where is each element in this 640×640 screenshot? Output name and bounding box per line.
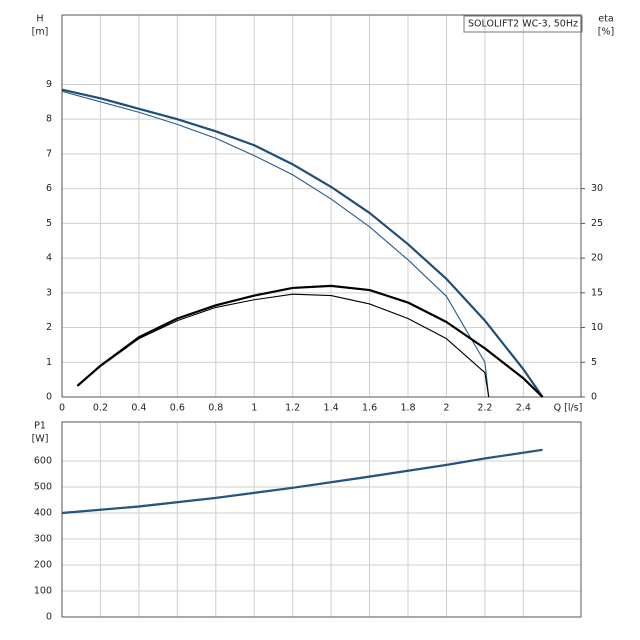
x-tick-label: 1.4	[324, 403, 339, 414]
y2-tick-label: 20	[591, 253, 603, 264]
y-tick-label: 5	[46, 218, 52, 229]
y2-tick-label: 5	[591, 357, 597, 368]
y2-tick-label: 0	[591, 392, 597, 403]
y-tick-label: 3	[46, 287, 52, 298]
y2-tick-label: 30	[591, 183, 603, 194]
y-tick-label: 7	[46, 148, 52, 159]
y-tick-label: 4	[46, 253, 52, 264]
y-tick-label: 9	[46, 79, 52, 90]
x-tick-label: 0.2	[93, 403, 108, 414]
x-axis-label: Q [l/s]	[554, 403, 583, 414]
y2-tick-label: 10	[591, 322, 603, 333]
y-tick-label: 0	[46, 612, 52, 623]
y-tick-label: 1	[46, 357, 52, 368]
plot-frame	[61, 14, 582, 398]
x-tick-label: 2.4	[516, 403, 531, 414]
y-tick-label: 500	[34, 482, 52, 493]
y-axis-label: P1	[34, 421, 46, 432]
curve	[61, 448, 543, 515]
y-axis-label: H	[36, 14, 43, 25]
x-tick-label: 0.4	[131, 403, 146, 414]
x-tick-label: 1	[251, 403, 257, 414]
y2-axis-label: eta	[598, 14, 613, 25]
y-tick-label: 600	[34, 456, 52, 467]
x-tick-label: 0	[59, 403, 65, 414]
x-tick-label: 0.8	[208, 403, 223, 414]
x-tick-label: 0.6	[170, 403, 185, 414]
y-tick-label: 400	[34, 508, 52, 519]
y-tick-label: 100	[34, 586, 52, 597]
y-tick-label: 0	[46, 392, 52, 403]
curve	[77, 293, 490, 398]
y-tick-label: 200	[34, 560, 52, 571]
y2-tick-label: 15	[591, 287, 603, 298]
title-box	[463, 15, 583, 33]
curve	[61, 449, 543, 514]
x-tick-label: 1.2	[285, 403, 300, 414]
curve	[61, 88, 544, 398]
y-tick-label: 300	[34, 534, 52, 545]
x-tick-label: 2.2	[477, 403, 492, 414]
y-tick-label: 8	[46, 114, 52, 125]
x-tick-label: 2	[443, 403, 449, 414]
curve	[61, 90, 490, 398]
y-axis-unit: [W]	[32, 434, 49, 445]
y2-axis-unit: [%]	[598, 27, 614, 38]
curve	[76, 284, 544, 398]
y-tick-label: 2	[46, 322, 52, 333]
y-axis-unit: [m]	[32, 27, 49, 38]
plot-frame	[61, 421, 582, 618]
x-tick-label: 1.8	[400, 403, 415, 414]
chart-title: SOLOLIFT2 WC-3, 50Hz	[468, 19, 578, 30]
y2-tick-label: 25	[591, 218, 603, 229]
y-tick-label: 6	[46, 183, 52, 194]
x-tick-label: 1.6	[362, 403, 377, 414]
